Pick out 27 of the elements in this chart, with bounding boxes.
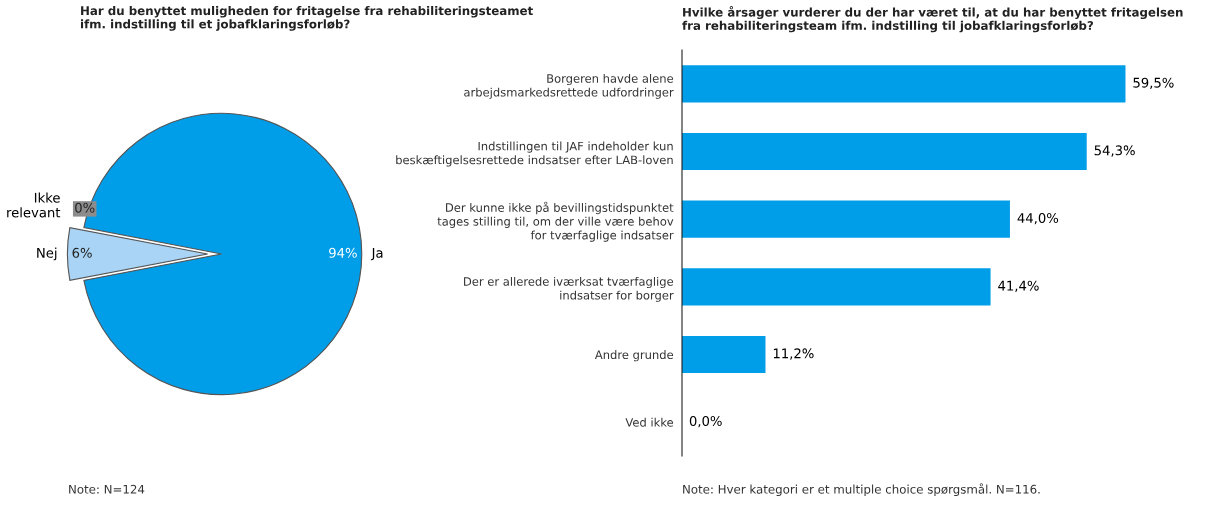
y-tick-label: Indstillingen til JAF indeholder kun beskæftigelsesrettede indsatser efter LAB-loven (396, 141, 673, 167)
data-label: 59,5% (1133, 77, 1174, 90)
legend-label: Ikke relevant (7, 192, 61, 218)
y-tick-label: Der kunne ikke på bevillingstidspunktet tages stilling til, om der ville være behov for tværfaglige indsatser (437, 201, 674, 242)
bar (682, 335, 766, 374)
data-label: 44,0% (1017, 213, 1059, 225)
bar (682, 200, 1010, 238)
slice-label: Nej (37, 247, 57, 261)
chart-title: Har du benyttet muligheden for fritagelse fra rehabiliteringsteamet ifm. indstilling til et jobafklaringsforløb? (80, 6, 533, 31)
bar (682, 132, 1087, 171)
text: Note: N=124 (69, 484, 145, 494)
data-label: 41,4% (998, 280, 1039, 293)
y-tick-label: Der er allerede iværksat tværfaglige indsatser for borger (464, 276, 674, 302)
slice-label: Ja (370, 248, 383, 261)
data-label: 54,3% (1094, 145, 1135, 157)
y-tick-label: Andre grunde (594, 350, 674, 362)
data-label: 0,0% (689, 416, 722, 428)
data-label: 11,2% (773, 348, 814, 360)
text: Note: Hver kategori er et multiple choice spørgsmål. N=116. (683, 483, 1040, 496)
y-tick-label: Borgeren havde alene arbejdsmarkedsrettede udfordringer (464, 73, 674, 99)
bar (682, 268, 991, 306)
chart-title: Hvilke årsager vurderer du der har været til, at du har benyttet fritagelsen fra rehabiliteringsteam ifm. indstilling til jobafklaringsforløb? (682, 6, 1183, 33)
y-tick-label: Ved ikke (625, 417, 674, 427)
data-label: 94% (329, 247, 357, 258)
text: 0% (75, 202, 95, 213)
bar (682, 65, 1126, 103)
data-label: 6% (72, 247, 92, 258)
